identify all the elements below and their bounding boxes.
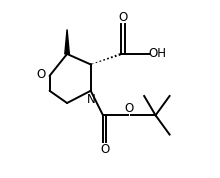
Text: OH: OH — [148, 47, 166, 60]
Text: O: O — [119, 11, 128, 24]
Text: O: O — [37, 69, 46, 82]
Polygon shape — [65, 29, 69, 54]
Text: N: N — [87, 93, 96, 106]
Text: O: O — [125, 102, 134, 115]
Text: O: O — [100, 143, 109, 156]
